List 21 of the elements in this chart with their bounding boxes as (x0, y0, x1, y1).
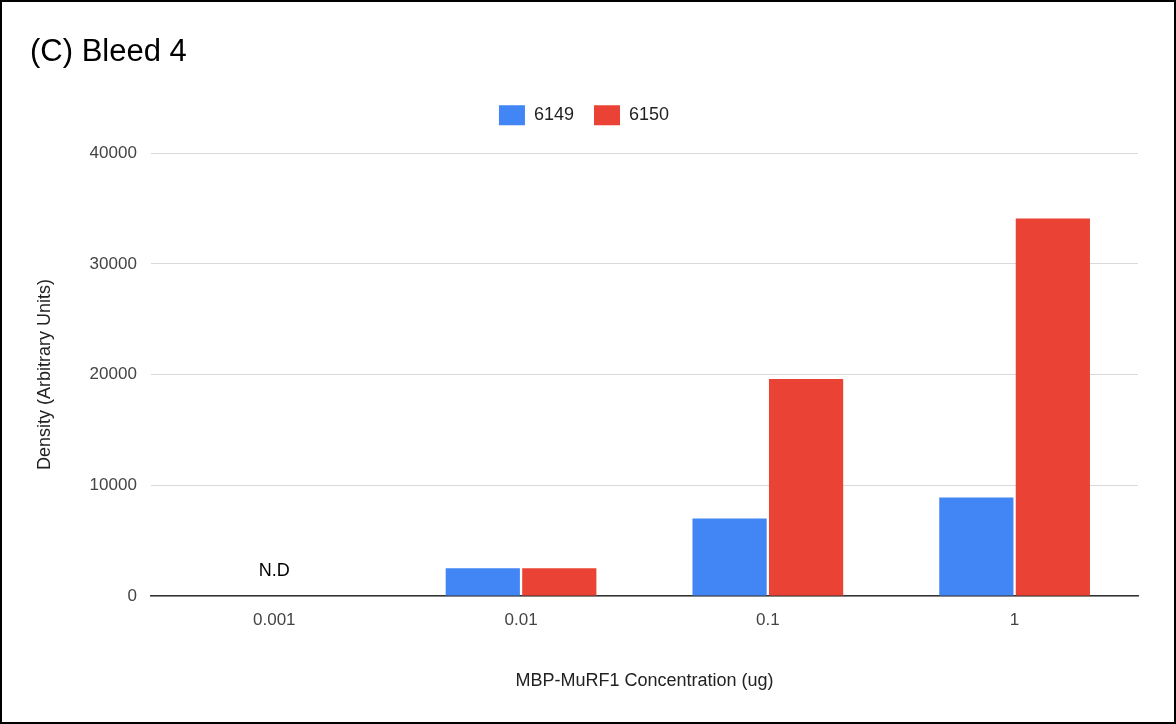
y-tick-label: 30000 (89, 253, 137, 273)
x-axis-title: MBP-MuRF1 Concentration (ug) (515, 670, 774, 691)
chart-title: (C) Bleed 4 (30, 33, 187, 69)
annotation: N.D (258, 559, 290, 580)
y-axis-title: Density (Arbitrary Units) (33, 279, 54, 471)
bar (522, 568, 597, 596)
bar (939, 497, 1014, 596)
y-tick-label: 0 (127, 585, 137, 605)
y-tick-label: 10000 (89, 474, 137, 494)
bar (692, 518, 767, 596)
x-tick-label: 0.01 (504, 609, 538, 629)
legend-label: 6150 (629, 104, 670, 125)
x-tick-label: 0.001 (252, 609, 296, 629)
x-tick-label: 1 (1009, 609, 1020, 629)
bar (445, 568, 520, 596)
bar (1015, 218, 1090, 596)
legend-label: 6149 (533, 104, 574, 125)
y-tick-label: 20000 (89, 364, 137, 384)
bar (768, 379, 844, 596)
x-tick-label: 0.1 (756, 609, 780, 629)
y-tick-label: 40000 (89, 142, 137, 162)
